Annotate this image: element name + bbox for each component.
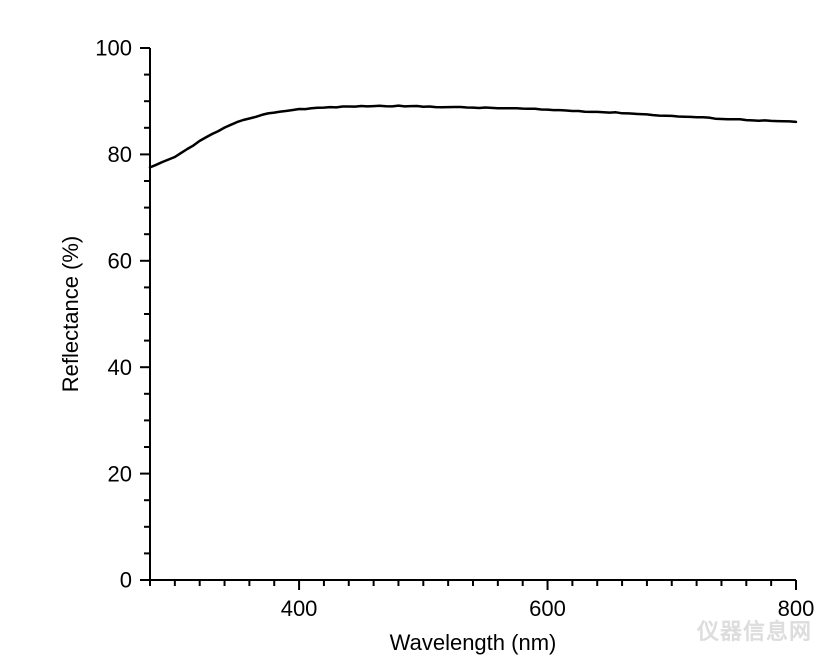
x-tick-label: 600: [529, 596, 566, 621]
x-tick-label: 400: [281, 596, 318, 621]
y-tick-label: 40: [108, 355, 132, 380]
y-tick-label: 100: [95, 36, 132, 61]
y-axis-label: Reflectance (%): [58, 236, 83, 393]
chart-container: 400 600 800 0 20 40 60 80 100 Wavelength (nm) Refl…: [0, 0, 830, 656]
x-tick-label: 800: [778, 596, 815, 621]
y-tick-label: 60: [108, 249, 132, 274]
plot-background: [0, 0, 830, 656]
reflectance-chart: 400 600 800 0 20 40 60 80 100 Wavelength (nm) Refl…: [0, 0, 830, 656]
x-axis-label: Wavelength (nm): [390, 630, 557, 655]
y-tick-label: 20: [108, 461, 132, 486]
y-tick-label: 80: [108, 142, 132, 167]
y-tick-label: 0: [120, 568, 132, 593]
